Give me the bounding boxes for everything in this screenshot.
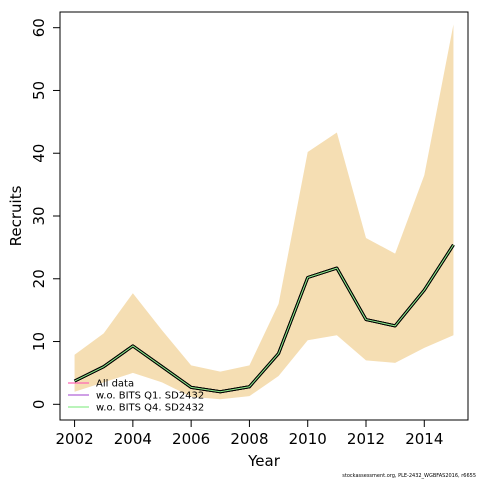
legend-label-0: All data bbox=[96, 379, 134, 390]
confidence-band bbox=[74, 24, 454, 400]
y-tick-label: 30 bbox=[30, 206, 48, 225]
y-tick-label: 50 bbox=[30, 81, 48, 100]
x-tick-label: 2006 bbox=[172, 430, 210, 448]
x-tick-label: 2010 bbox=[289, 430, 327, 448]
y-axis: 0 10 20 30 40 50 60 bbox=[30, 18, 60, 409]
y-tick-label: 60 bbox=[30, 18, 48, 37]
series-line-2 bbox=[74, 244, 454, 393]
y-tick-label: 40 bbox=[30, 144, 48, 163]
x-axis: 2002 2004 2006 2008 2010 2012 2014 bbox=[55, 420, 443, 448]
series-layer bbox=[73, 244, 455, 394]
x-axis-title: Year bbox=[247, 452, 281, 470]
x-tick-label: 2008 bbox=[230, 430, 268, 448]
footer-credit: stockassessment.org, PLE-2432_WGBFAS2016… bbox=[342, 473, 476, 479]
legend-label-2: w.o. BITS Q4. SD2432 bbox=[96, 403, 204, 414]
confidence-band-layer bbox=[74, 24, 454, 400]
legend-label-1: w.o. BITS Q1. SD2432 bbox=[96, 391, 204, 402]
x-tick-label: 2014 bbox=[405, 430, 443, 448]
x-tick-label: 2012 bbox=[347, 430, 385, 448]
x-tick-label: 2004 bbox=[114, 430, 152, 448]
y-tick-label: 10 bbox=[30, 332, 48, 351]
x-tick-label: 2002 bbox=[55, 430, 93, 448]
y-tick-label: 20 bbox=[30, 269, 48, 288]
y-axis-title: Recruits bbox=[7, 185, 25, 246]
y-tick-label: 0 bbox=[30, 400, 48, 410]
